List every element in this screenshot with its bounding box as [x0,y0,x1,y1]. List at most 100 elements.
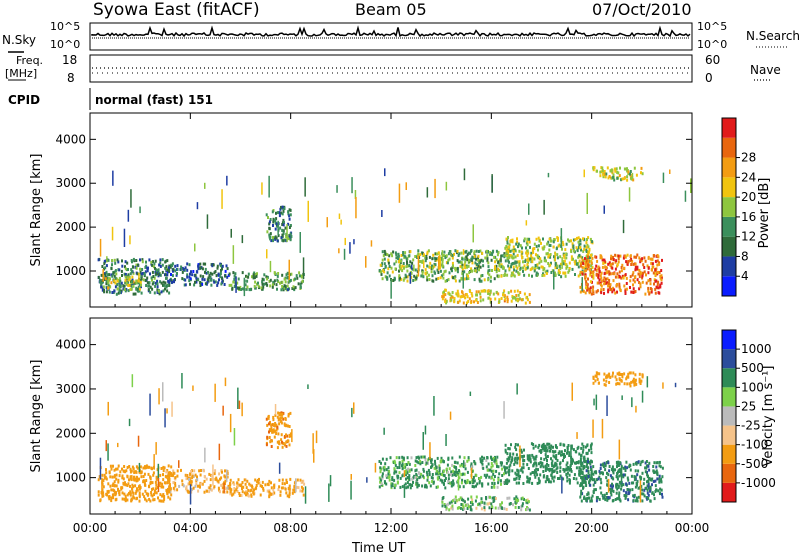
data-cell [448,508,451,512]
data-cell [515,242,518,246]
data-cell [603,461,606,465]
data-cell [461,503,464,507]
x-tick-label: 00:00 [73,521,108,535]
data-cell [238,483,241,487]
data-cell [157,273,160,277]
data-cell [611,482,613,486]
colorbar-tick-label: -25 [741,419,761,433]
data-cell [544,469,547,472]
data-cell [424,271,427,275]
data-cell [616,263,619,267]
data-cell [500,263,503,267]
data-cell [104,273,107,277]
data-cell [599,471,602,475]
colorbar-tick-label: -500 [741,457,768,471]
data-cell [529,268,532,272]
data-cell [132,257,135,261]
data-cell [535,273,538,277]
data-streak [307,384,309,389]
data-cell [147,288,150,292]
data-cell [127,278,130,282]
data-cell [385,474,388,478]
data-cell [653,278,656,282]
data-cell [441,297,444,301]
data-cell [189,277,192,281]
data-cell [406,275,409,279]
data-cell [134,491,137,495]
data-cell [154,281,157,285]
data-cell [252,492,255,496]
data-cell [600,276,603,280]
data-cell [401,462,404,466]
data-cell [564,262,567,266]
data-cell [525,258,528,262]
data-cell [393,478,396,482]
data-cell [598,475,601,479]
data-cell [599,274,602,278]
data-cell [660,276,663,280]
data-cell [289,411,292,415]
data-cell [238,494,241,497]
data-cell [253,271,256,275]
data-cell [586,285,589,289]
data-cell [500,482,502,486]
data-cell [469,290,472,293]
data-streak [424,425,427,435]
data-cell [159,280,162,284]
data-cell [544,480,547,484]
data-cell [467,264,470,268]
data-cell [300,480,303,484]
data-streak [384,168,386,177]
data-cell [144,466,146,470]
data-cell [198,469,201,473]
data-streak [662,172,665,183]
data-cell [214,469,217,473]
data-cell [445,506,448,510]
data-cell [616,382,619,385]
data-cell [285,424,288,428]
data-cell [199,473,202,477]
data-cell [191,475,194,478]
data-streak [111,226,114,241]
data-cell [421,260,424,264]
data-cell [622,473,625,477]
data-cell [408,483,411,487]
data-cell [123,284,126,288]
data-cell [545,476,548,480]
data-cell [494,297,497,301]
data-cell [413,474,416,478]
data-cell [414,464,417,467]
data-cell [510,443,512,447]
data-cell [614,468,617,472]
data-cell [281,284,284,288]
data-cell [559,267,562,271]
data-cell [121,486,124,490]
colorbar-swatch [722,216,736,237]
data-cell [121,264,124,268]
data-cell [622,489,625,493]
data-cell [184,283,187,287]
data-cell [393,471,396,475]
data-cell [137,263,139,267]
data-cell [523,292,526,296]
data-cell [131,280,134,284]
x-tick-label: 20:00 [574,521,609,535]
data-cell [441,504,444,508]
data-cell [527,260,530,264]
data-cell [558,462,561,466]
data-cell [651,491,654,495]
data-cell [470,462,473,466]
data-cell [131,487,134,491]
data-cell [285,235,288,239]
data-cell [602,472,604,476]
data-cell [215,274,218,278]
data-cell [542,237,544,241]
data-cell [618,284,621,288]
data-streak [603,205,605,214]
data-streak [123,228,126,247]
data-cell [447,477,450,481]
data-cell [516,298,519,302]
data-cell [625,460,628,464]
data-cell [265,275,268,279]
